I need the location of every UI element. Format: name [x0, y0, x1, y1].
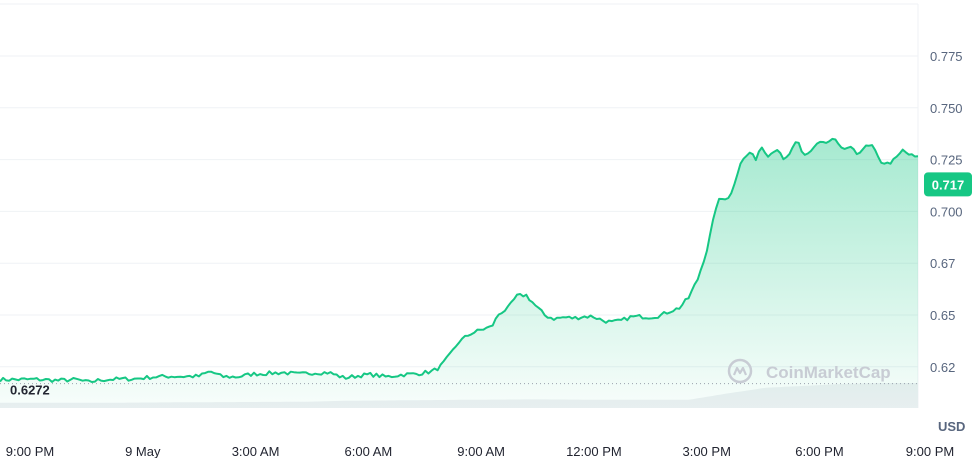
x-tick-label: 3:00 PM — [682, 444, 730, 458]
current-price-badge-bg — [924, 172, 972, 197]
y-tick-label: 0.67 — [930, 256, 955, 271]
x-tick-label: 9:00 PM — [6, 444, 54, 458]
current-price-label: 0.717 — [932, 177, 965, 192]
x-tick-label: 6:00 AM — [345, 444, 393, 458]
x-tick-label: 9 May — [125, 444, 161, 458]
x-tick-label: 6:00 PM — [795, 444, 843, 458]
current-price-badge: 0.717 — [924, 172, 972, 197]
y-tick-label: 0.775 — [930, 49, 963, 64]
y-tick-label: 0.62 — [930, 360, 955, 375]
y-tick-label: 0.750 — [930, 101, 963, 116]
watermark: CoinMarketCap — [727, 358, 891, 384]
price-line — [0, 137, 919, 383]
x-axis: 9:00 PM 9 May 3:00 AM 6:00 AM 9:00 AM 12:00 P… — [6, 444, 954, 458]
coinmarketcap-logo-icon — [727, 358, 753, 384]
y-tick-label: 0.65 — [930, 308, 955, 323]
x-tick-label: 9:00 AM — [457, 444, 505, 458]
y-axis: 0.775 0.750 0.725 0.700 0.67 0.65 0.62 — [930, 49, 963, 375]
x-tick-label: 12:00 PM — [566, 444, 622, 458]
open-price-label: 0.6272 — [10, 383, 50, 398]
currency-label: USD — [938, 419, 965, 434]
watermark-text: CoinMarketCap — [766, 363, 891, 382]
y-tick-label: 0.725 — [930, 153, 963, 168]
x-tick-label: 3:00 AM — [232, 444, 280, 458]
y-tick-label: 0.700 — [930, 204, 963, 219]
x-tick-label: 9:00 PM — [906, 444, 954, 458]
price-area-fill — [0, 138, 918, 408]
